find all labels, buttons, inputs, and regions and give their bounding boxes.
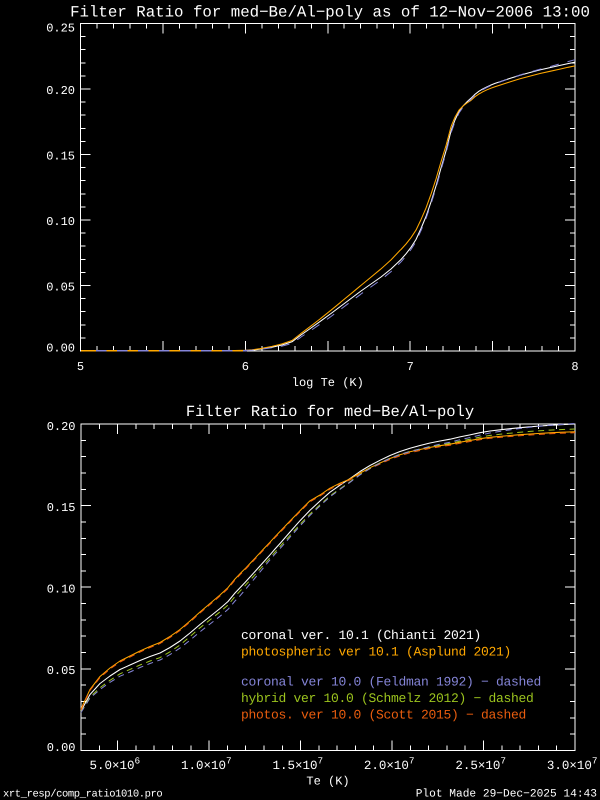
svg-text:0.10: 0.10	[46, 215, 75, 229]
svg-text:0.15: 0.15	[46, 150, 75, 164]
svg-text:Filter Ratio for med−Be/Al−pol: Filter Ratio for med−Be/Al−poly	[186, 403, 474, 421]
svg-text:coronal ver. 10.1 (Chianti 202: coronal ver. 10.1 (Chianti 2021)	[241, 628, 481, 643]
svg-text:1.0×107: 1.0×107	[181, 756, 232, 774]
svg-text:photos. ver 10.0 (Scott 2015): photos. ver 10.0 (Scott 2015) − dashed	[241, 708, 526, 723]
svg-text:photospheric ver 10.1 (Asplund: photospheric ver 10.1 (Asplund 2021)	[241, 645, 511, 660]
svg-text:Filter Ratio for med−Be/Al−pol: Filter Ratio for med−Be/Al−poly as of 12…	[70, 4, 590, 22]
svg-text:xrt_resp/comp_ratio1010.pro: xrt_resp/comp_ratio1010.pro	[3, 789, 162, 800]
svg-text:8: 8	[571, 360, 578, 374]
svg-text:0.15: 0.15	[47, 501, 76, 515]
svg-text:0.20: 0.20	[47, 420, 76, 434]
svg-text:log Te (K): log Te (K)	[292, 376, 364, 390]
svg-text:5: 5	[77, 360, 84, 374]
svg-text:0.10: 0.10	[47, 583, 76, 597]
svg-text:2.0×107: 2.0×107	[364, 756, 415, 774]
svg-text:coronal ver 10.0 (Feldman 1992: coronal ver 10.0 (Feldman 1992) − dashed	[241, 675, 541, 690]
svg-text:0.25: 0.25	[46, 21, 75, 35]
svg-text:6: 6	[242, 360, 249, 374]
svg-text:0.05: 0.05	[46, 281, 75, 295]
svg-text:Plot Made 29−Dec−2025 14:43: Plot Made 29−Dec−2025 14:43	[416, 788, 597, 800]
svg-text:3.0×107: 3.0×107	[547, 756, 598, 774]
svg-text:hybrid ver 10.0 (Schmelz 2012): hybrid ver 10.0 (Schmelz 2012) − dashed	[241, 691, 534, 706]
svg-text:0.20: 0.20	[46, 84, 75, 98]
svg-text:2.5×107: 2.5×107	[455, 756, 506, 774]
svg-text:1.5×107: 1.5×107	[272, 756, 323, 774]
svg-text:0.00: 0.00	[46, 342, 75, 356]
svg-text:0.05: 0.05	[47, 664, 76, 678]
svg-text:0.00: 0.00	[47, 741, 76, 755]
svg-text:Te (K): Te (K)	[306, 775, 349, 789]
svg-text:7: 7	[407, 360, 414, 374]
svg-text:5.0×106: 5.0×106	[89, 756, 140, 774]
